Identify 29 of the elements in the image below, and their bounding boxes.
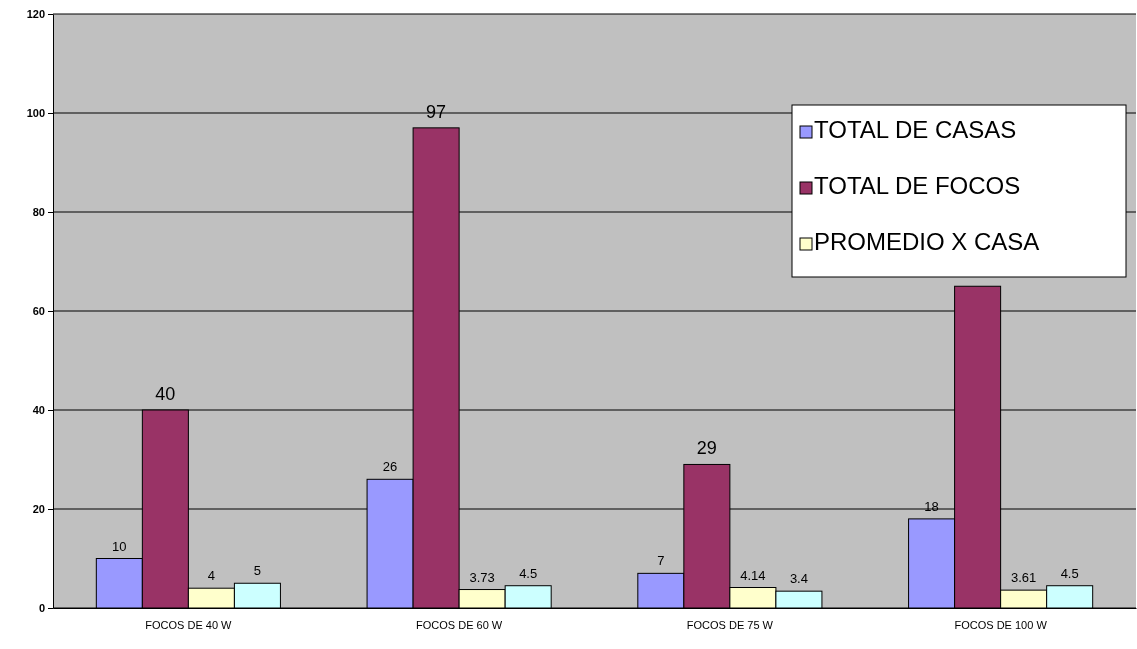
data-label: 3.4	[789, 571, 808, 587]
data-label: 4.5	[1060, 565, 1079, 581]
data-label: 10	[112, 538, 127, 554]
y-tick-label: 0	[38, 602, 45, 615]
data-label: 97	[426, 101, 447, 122]
data-label: 3.61	[1010, 570, 1037, 586]
data-label: 7	[657, 553, 665, 569]
data-label: 5	[253, 563, 262, 579]
y-tick-label: 120	[26, 8, 45, 21]
x-tick-label: FOCOS DE 40 W	[145, 618, 233, 631]
data-label: 4.5	[519, 565, 538, 581]
x-tick-label: FOCOS DE 100 W	[954, 618, 1048, 631]
legend-label: TOTAL DE CASAS	[814, 116, 1017, 143]
legend-label: TOTAL DE FOCOS	[814, 172, 1021, 199]
data-label: 29	[696, 438, 717, 459]
legend-label: PROMEDIO X CASA	[814, 228, 1040, 255]
data-label: 26	[382, 459, 398, 475]
data-label: 4.14	[740, 567, 766, 583]
data-label: 18	[924, 498, 939, 514]
data-label: 4	[207, 568, 216, 584]
data-label: 3.73	[469, 569, 495, 585]
y-tick-label: 80	[32, 206, 45, 219]
y-tick-label: 60	[32, 305, 45, 318]
y-tick-label: 20	[32, 503, 45, 516]
y-tick-label: 40	[32, 404, 45, 417]
data-label: 40	[155, 384, 176, 404]
y-tick-label: 100	[26, 107, 45, 120]
x-tick-label: FOCOS DE 75 W	[686, 618, 774, 631]
x-tick-label: FOCOS DE 60 W	[416, 618, 503, 631]
